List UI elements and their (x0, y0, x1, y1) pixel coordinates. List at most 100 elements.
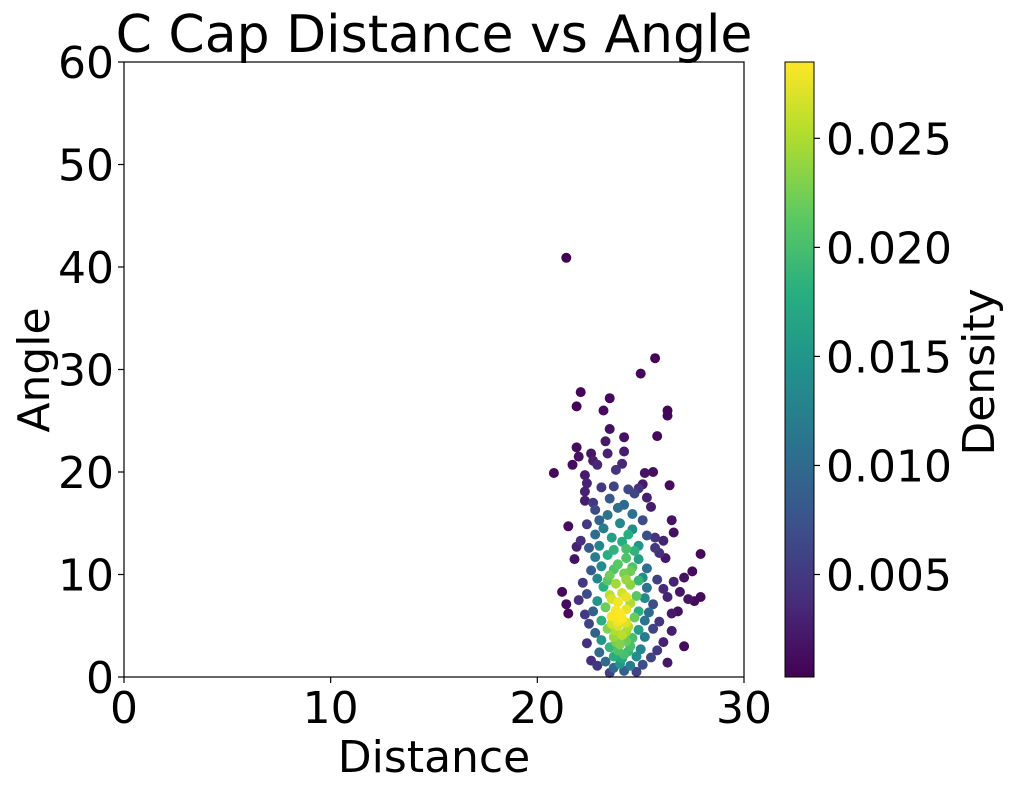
scatter-point (617, 458, 628, 469)
scatter-point (654, 616, 665, 627)
scatter-point (631, 591, 642, 601)
scatter-point (652, 431, 663, 442)
scatter-point (617, 630, 628, 640)
scatter-point (668, 576, 679, 587)
scatter-point (581, 589, 592, 599)
scatter-point (548, 468, 559, 478)
scatter-point (592, 660, 603, 671)
colorbar-tick-label: 0.025 (826, 114, 952, 165)
scatter-point (633, 554, 644, 565)
scatter-point (604, 493, 615, 504)
scatter-point (627, 509, 638, 519)
scatter-point (615, 608, 625, 619)
scatter-point (668, 527, 679, 538)
scatter-point (639, 615, 650, 626)
scatter-point (623, 529, 634, 540)
scatter-point (664, 480, 675, 491)
scatter-point (621, 543, 632, 554)
scatter-point (563, 521, 574, 532)
scatter-point (600, 436, 611, 447)
scatter-point (679, 641, 690, 652)
scatter-point (567, 459, 578, 470)
scatter-point (687, 566, 698, 577)
scatter-point (648, 467, 659, 477)
scatter-point (679, 572, 690, 583)
scatter-point (621, 592, 632, 602)
scatter-point (590, 529, 601, 540)
scatter-point (662, 657, 673, 668)
scatter-point (604, 424, 615, 434)
scatter-point (602, 448, 613, 459)
scatter-points (548, 252, 706, 678)
scatter-point (674, 586, 685, 597)
x-axis: 0 10 20 30 (110, 677, 772, 734)
scatter-point (577, 577, 588, 588)
scatter-point (662, 410, 673, 421)
chart-title: C Cap Distance vs Angle (116, 5, 753, 65)
scatter-point (569, 554, 580, 565)
scatter-point (641, 582, 652, 593)
scatter-point (579, 470, 590, 481)
y-tick-label: 10 (58, 551, 114, 602)
scatter-point (648, 599, 659, 610)
scatter-point (641, 563, 652, 574)
scatter-point (619, 432, 630, 443)
scatter-point (648, 623, 659, 634)
scatter-point (652, 645, 663, 656)
scatter-point (639, 593, 650, 604)
scatter-point (608, 544, 619, 555)
scatter-point (658, 535, 669, 546)
scatter-point (612, 502, 623, 513)
scatter-point (600, 602, 611, 613)
scatter-point (594, 647, 605, 658)
scatter-point (621, 553, 632, 564)
colorbar (784, 61, 815, 678)
scatter-point (575, 387, 586, 398)
scatter-point (563, 608, 574, 619)
scatter-point (571, 401, 582, 412)
scatter-point (573, 595, 584, 606)
scatter-point (596, 482, 607, 493)
scatter-point (631, 666, 642, 677)
scatter-point (646, 501, 656, 512)
scatter-point (590, 552, 601, 563)
x-axis-label: Distance (338, 732, 530, 783)
scatter-point (581, 519, 592, 530)
colorbar-tick-label: 0.020 (826, 223, 952, 274)
scatter-point (604, 570, 615, 581)
scatter-point (571, 442, 582, 453)
scatter-point (658, 583, 669, 594)
scatter-point (579, 495, 590, 506)
scatter-point (592, 596, 603, 607)
scatter-point (575, 535, 586, 546)
scatter-point (621, 574, 632, 585)
scatter-point (604, 393, 615, 404)
scatter-point (662, 592, 673, 602)
scatter-point (637, 659, 648, 670)
scatter-point (596, 561, 607, 572)
scatter-point (641, 530, 652, 541)
scatter-point (631, 651, 642, 662)
scatter-point (641, 492, 652, 503)
scatter-point (573, 451, 584, 462)
scatter-point (643, 607, 654, 618)
scatter-point (666, 515, 677, 526)
scatter-point (650, 532, 661, 543)
scatter-point (586, 565, 597, 576)
scatter-point (666, 608, 677, 619)
scatter-point (592, 573, 603, 584)
scatter-point (629, 612, 640, 623)
scatter-point (610, 464, 621, 475)
plot-frame (123, 61, 745, 678)
scatter-point (610, 578, 621, 589)
scatter-point (594, 540, 605, 551)
y-tick-label: 60 (58, 38, 114, 89)
scatter-point (625, 660, 636, 671)
y-tick-label: 50 (58, 141, 114, 192)
scatter-point (695, 549, 706, 559)
scatter-point (598, 405, 609, 416)
colorbar-tick-label: 0.010 (826, 441, 952, 492)
scatter-point (615, 639, 625, 650)
scatter-point (623, 484, 634, 495)
